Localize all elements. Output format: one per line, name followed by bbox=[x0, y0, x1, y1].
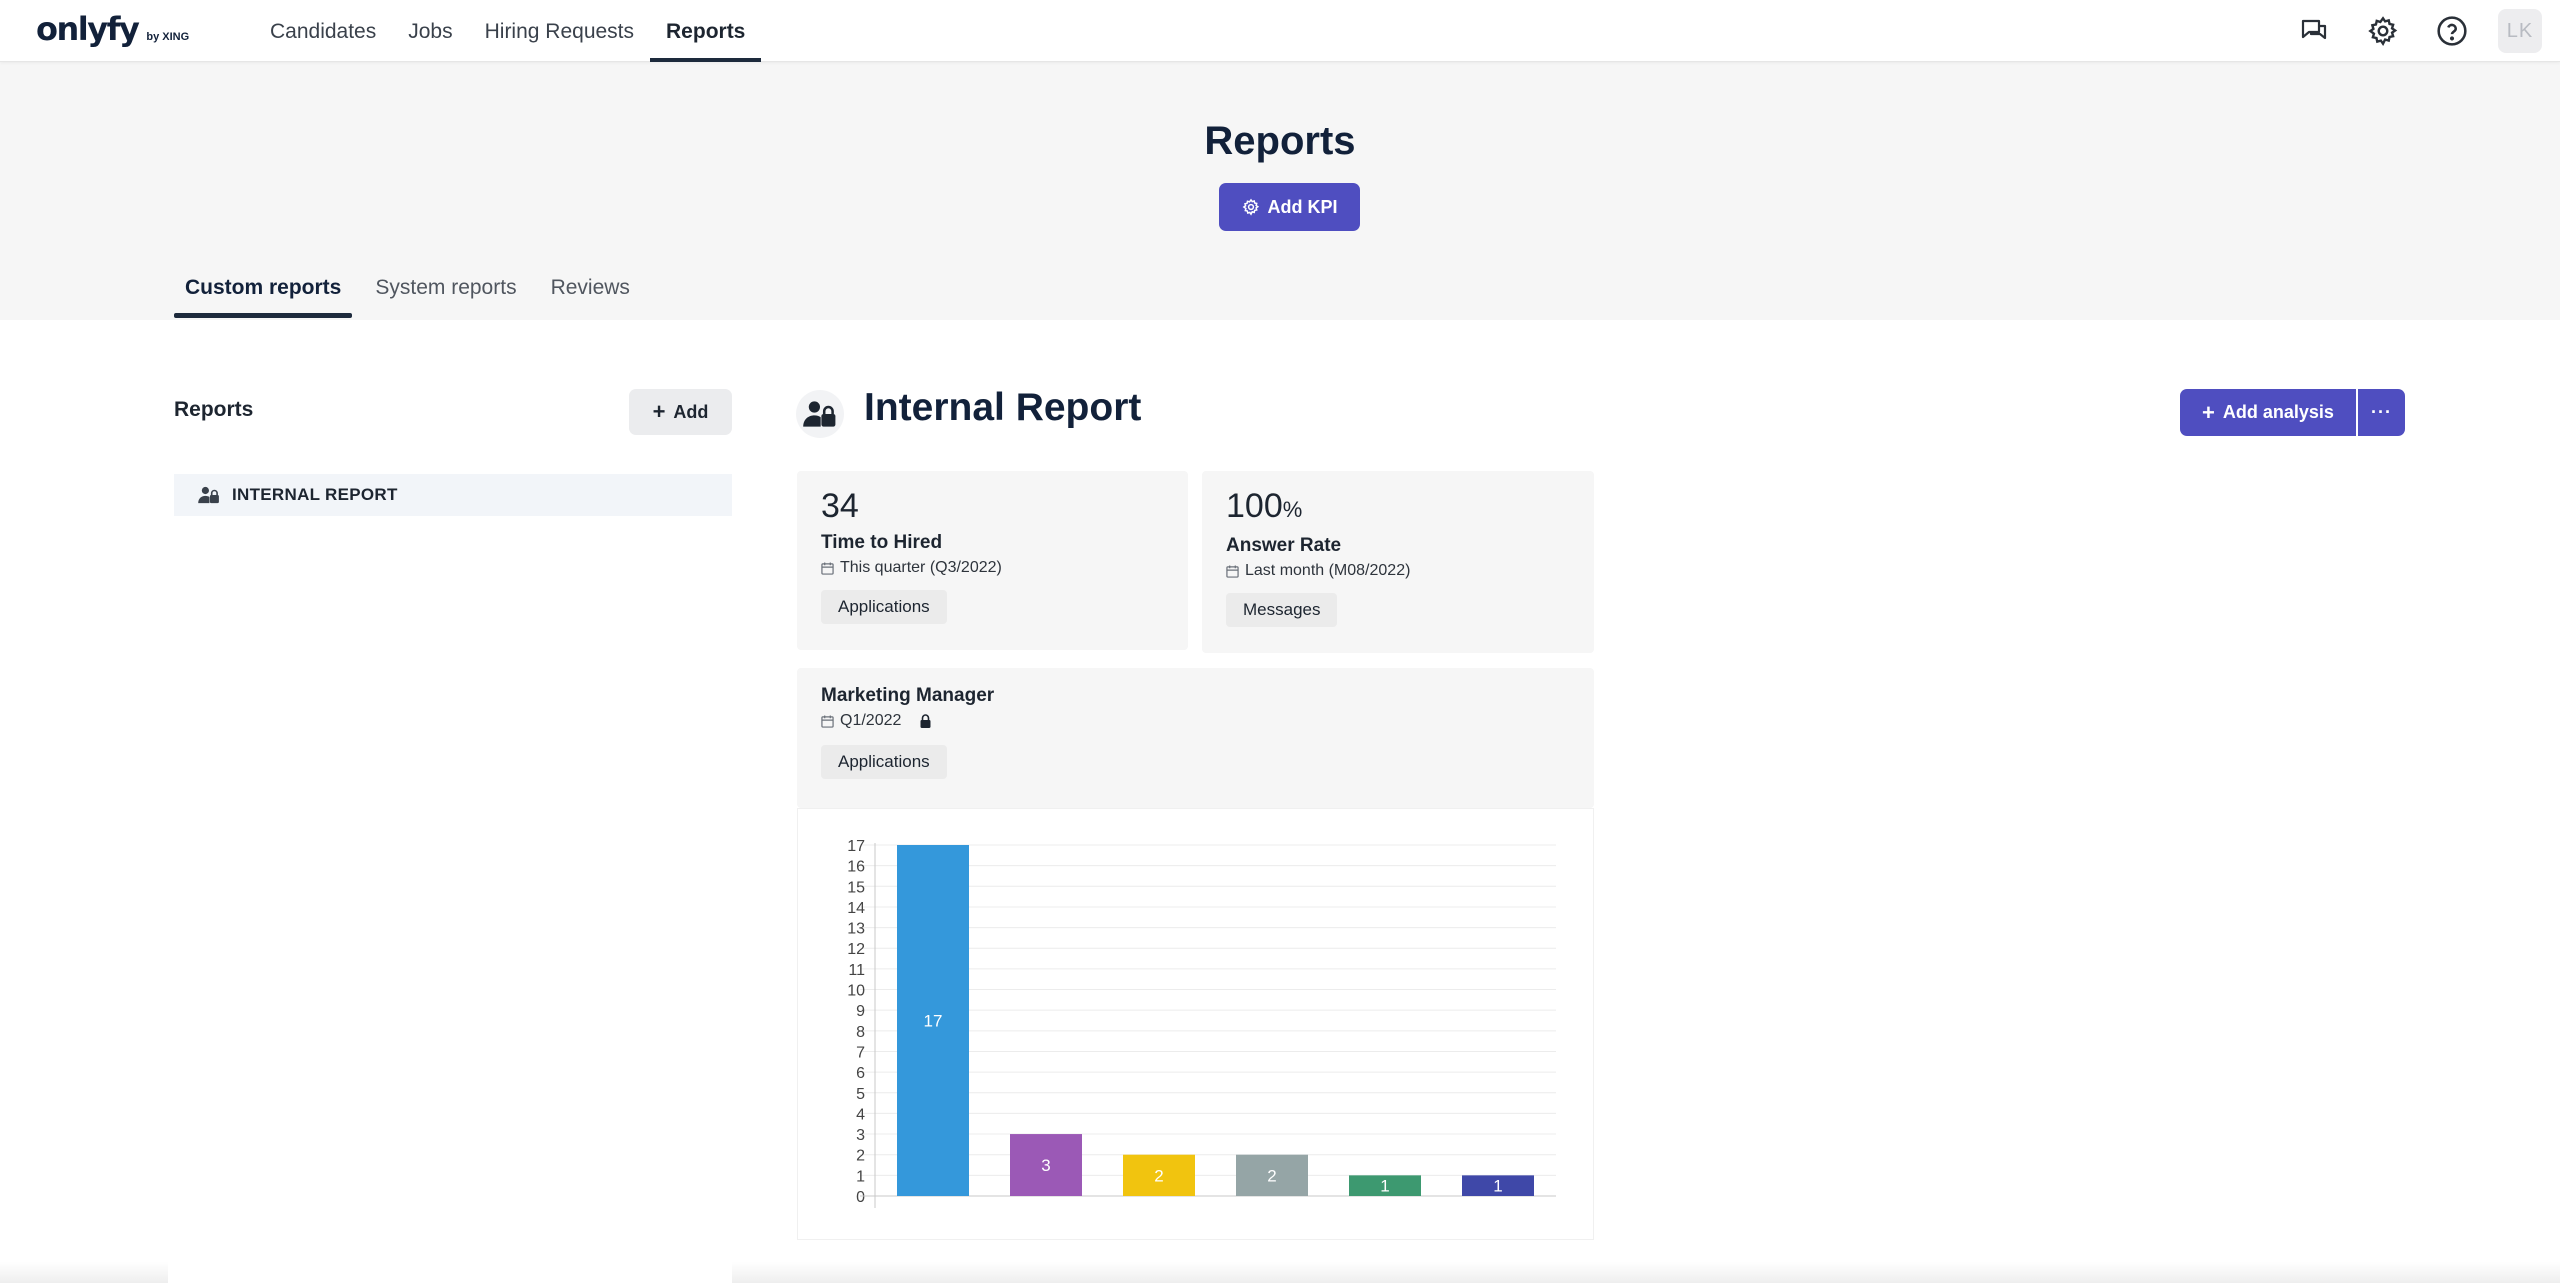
onlyfy-logo[interactable]: onlyfy by XING bbox=[36, 10, 189, 50]
y-tick-label: 15 bbox=[847, 879, 865, 896]
y-tick-label: 5 bbox=[856, 1086, 865, 1103]
bar bbox=[1462, 1175, 1534, 1196]
logo-subtitle: by XING bbox=[146, 31, 190, 43]
add-kpi-button[interactable]: Add KPI bbox=[1219, 183, 1360, 231]
add-analysis-button[interactable]: + Add analysis bbox=[2180, 389, 2356, 436]
bar bbox=[1123, 1154, 1195, 1196]
main-nav: Candidates Jobs Hiring Requests Reports bbox=[254, 0, 762, 62]
bar-data-label: 1 bbox=[1493, 1177, 1502, 1196]
nav-hiring-requests[interactable]: Hiring Requests bbox=[484, 20, 635, 43]
y-tick-label: 4 bbox=[856, 1106, 865, 1123]
more-options-button[interactable]: ··· bbox=[2358, 389, 2405, 436]
y-tick-label: 7 bbox=[856, 1044, 865, 1061]
analysis-source-chip: Applications bbox=[821, 745, 947, 779]
bar-data-label: 2 bbox=[1267, 1166, 1276, 1185]
bar-data-label: 17 bbox=[924, 1012, 943, 1031]
add-analysis-label: Add analysis bbox=[2222, 402, 2334, 422]
y-tick-label: 3 bbox=[856, 1127, 865, 1144]
lock-icon bbox=[920, 714, 931, 728]
bar bbox=[1236, 1154, 1308, 1196]
bar bbox=[897, 845, 969, 1196]
y-tick-label: 2 bbox=[856, 1148, 865, 1165]
report-title: Internal Report bbox=[864, 386, 1142, 429]
nav-candidates[interactable]: Candidates bbox=[270, 20, 377, 43]
tab-custom-reports[interactable]: Custom reports bbox=[174, 268, 353, 320]
y-tick-label: 1 bbox=[856, 1168, 865, 1185]
kpi-value: 100% bbox=[1226, 487, 1303, 525]
user-lock-icon bbox=[198, 486, 219, 504]
analysis-name: Marketing Manager bbox=[821, 685, 995, 706]
bar-data-label: 2 bbox=[1154, 1166, 1163, 1185]
logo-wordmark: onlyfy bbox=[36, 10, 140, 48]
y-tick-label: 10 bbox=[847, 983, 865, 1000]
y-tick-label: 17 bbox=[847, 838, 865, 855]
report-owner-icon bbox=[796, 390, 844, 438]
y-tick-label: 11 bbox=[848, 962, 865, 979]
y-tick-label: 14 bbox=[847, 900, 865, 917]
tab-reviews[interactable]: Reviews bbox=[550, 276, 630, 299]
analysis-card-marketing-manager[interactable]: Marketing Manager Q1/2022 Applications bbox=[797, 668, 1594, 808]
chat-icon[interactable] bbox=[2279, 0, 2348, 62]
top-actions: LK bbox=[2279, 0, 2560, 62]
bar-data-label: 3 bbox=[1041, 1156, 1050, 1175]
bar-data-label: 1 bbox=[1380, 1177, 1389, 1196]
kpi-value: 34 bbox=[821, 487, 859, 525]
tab-system-reports[interactable]: System reports bbox=[375, 276, 517, 299]
add-kpi-label: Add KPI bbox=[1267, 196, 1338, 217]
help-icon[interactable] bbox=[2417, 0, 2486, 62]
y-tick-label: 13 bbox=[847, 921, 865, 938]
report-tabs: Custom reports System reports Reviews bbox=[174, 268, 653, 320]
calendar-icon bbox=[821, 714, 834, 728]
gear-icon[interactable] bbox=[2348, 0, 2417, 62]
bar bbox=[1349, 1175, 1421, 1196]
analysis-chart: 0 1 2 3 4 5 6 7 8 9 10 11 12 13 14 15 16 17 17 3 2 2 1 1 bbox=[797, 808, 1594, 1240]
sidebar-item-label: INTERNAL REPORT bbox=[232, 485, 398, 504]
analysis-period: Q1/2022 bbox=[821, 712, 932, 730]
gear-icon bbox=[1242, 198, 1259, 216]
sidebar-title: Reports bbox=[174, 398, 254, 421]
nav-jobs[interactable]: Jobs bbox=[408, 20, 453, 43]
nav-reports[interactable]: Reports bbox=[650, 0, 762, 62]
kpi-source-chip: Applications bbox=[821, 590, 947, 624]
y-tick-label: 6 bbox=[856, 1065, 865, 1082]
calendar-icon bbox=[1226, 564, 1239, 578]
calendar-icon bbox=[821, 561, 834, 575]
y-tick-label: 0 bbox=[856, 1189, 865, 1206]
y-tick-label: 9 bbox=[856, 1003, 865, 1020]
page-title: Reports bbox=[1204, 119, 1356, 163]
y-tick-label: 12 bbox=[847, 941, 865, 958]
kpi-name: Time to Hired bbox=[821, 532, 943, 553]
add-report-label: Add bbox=[673, 401, 709, 422]
y-tick-label: 8 bbox=[856, 1024, 865, 1041]
kpi-period: Last month (M08/2022) bbox=[1226, 562, 1410, 580]
add-report-button[interactable]: + Add bbox=[629, 389, 732, 435]
kpi-period: This quarter (Q3/2022) bbox=[821, 559, 1002, 577]
sidebar-item-internal-report[interactable]: INTERNAL REPORT bbox=[174, 474, 732, 516]
user-lock-icon bbox=[803, 401, 836, 427]
top-navigation-bar: onlyfy by XING Candidates Jobs Hiring Re… bbox=[0, 0, 2560, 62]
bar bbox=[1010, 1134, 1082, 1196]
kpi-card-time-to-hired[interactable]: 34 Time to Hired This quarter (Q3/2022) … bbox=[797, 471, 1188, 650]
kpi-card-answer-rate[interactable]: 100% Answer Rate Last month (M08/2022) M… bbox=[1202, 471, 1594, 653]
kpi-source-chip: Messages bbox=[1226, 593, 1338, 627]
kpi-name: Answer Rate bbox=[1226, 535, 1342, 556]
bottom-shadow bbox=[0, 1262, 2560, 1283]
y-tick-label: 16 bbox=[847, 859, 865, 876]
plus-icon: + bbox=[2202, 399, 2215, 425]
plus-icon: + bbox=[652, 399, 666, 424]
user-avatar[interactable]: LK bbox=[2498, 9, 2542, 53]
